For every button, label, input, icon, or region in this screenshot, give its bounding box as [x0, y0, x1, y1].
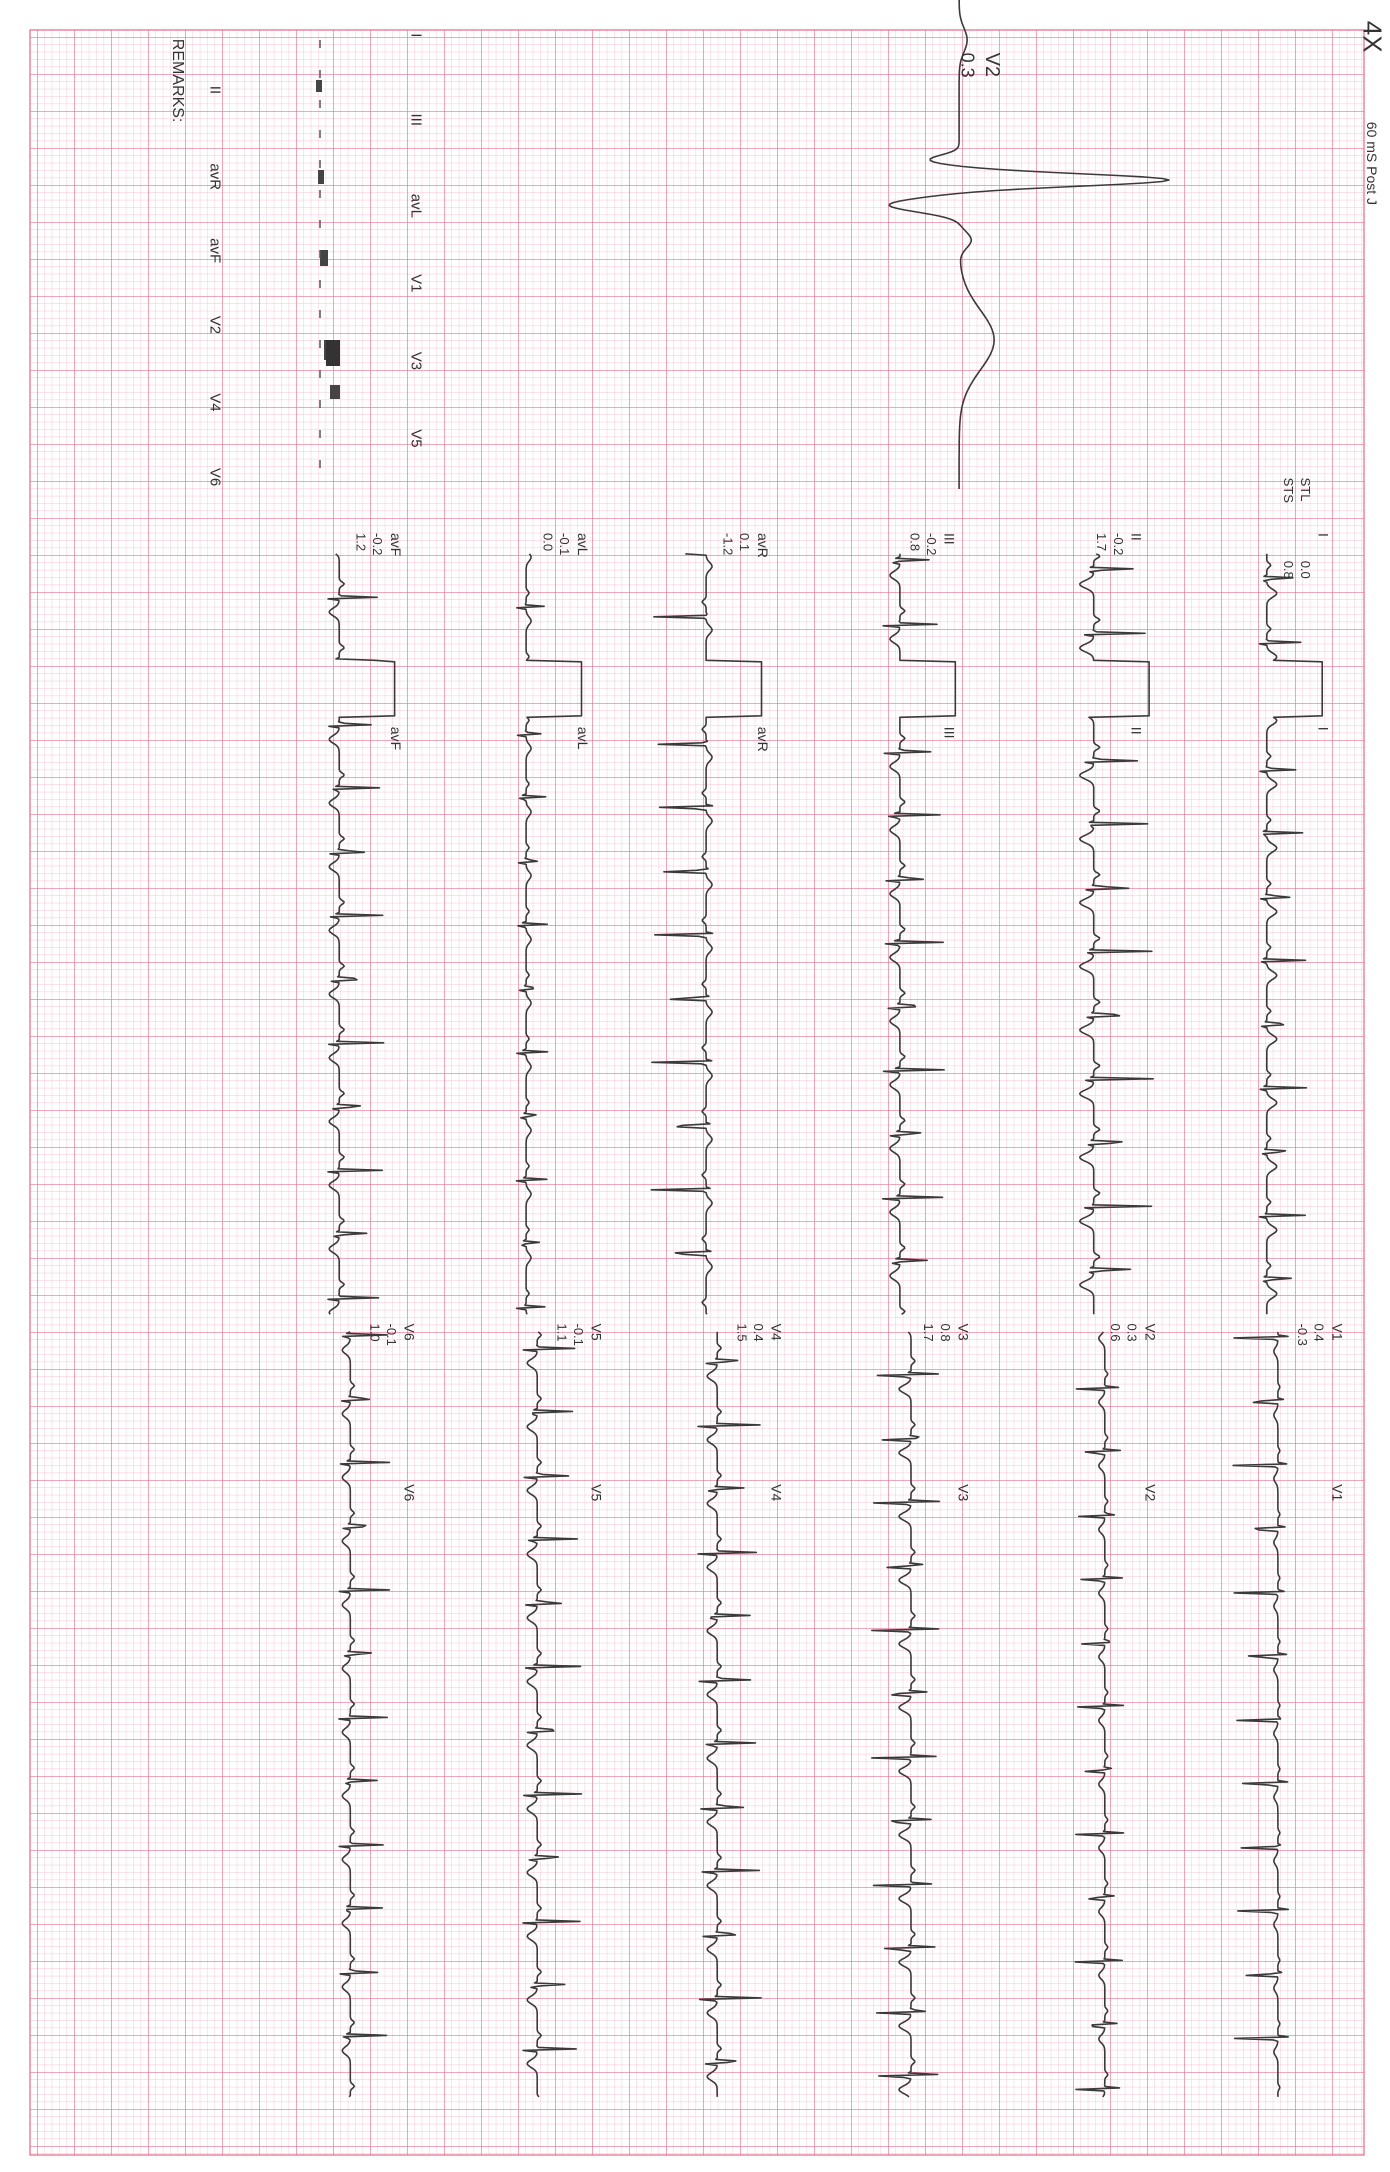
strip-label: V4	[769, 1484, 785, 1501]
lead-name: V3	[955, 1324, 971, 1341]
sts-value: 0.6	[1108, 1324, 1123, 1342]
stl-value: -0.1	[384, 1324, 399, 1346]
sts-value: 1.1	[554, 1324, 569, 1342]
magnification: 4X	[1358, 21, 1388, 53]
lead-name: I	[1315, 533, 1331, 537]
stl-value: 0.4	[751, 1324, 766, 1342]
ecg-trace	[515, 553, 583, 1315]
strip-label: avL	[575, 727, 591, 750]
lead-name: V4	[769, 1324, 785, 1341]
strip-label: V1	[1329, 1484, 1345, 1501]
ecg-trace	[888, 0, 1170, 489]
ecg-trace	[881, 553, 957, 1315]
grid	[29, 29, 1365, 2156]
lead-list-item: avL	[407, 194, 424, 218]
lead-list-item: II	[207, 86, 224, 94]
lead-name: III	[942, 533, 958, 545]
detail-lead: V2	[981, 53, 1003, 77]
ecg-trace	[1258, 553, 1323, 1315]
sts-label: STS	[1281, 478, 1296, 504]
strip-label: avR	[755, 727, 771, 752]
ecg-trace	[871, 1331, 941, 2098]
ecg-trace	[522, 1331, 583, 2098]
lead-list-item: III	[407, 114, 424, 127]
sts-value: 0.0	[540, 533, 555, 551]
stl-value: 0.0	[1298, 561, 1313, 579]
lead-list-item: I	[407, 33, 424, 37]
marker	[330, 385, 340, 399]
strip-label: V2	[1142, 1484, 1158, 1501]
stl-value: 0.3	[1125, 1324, 1140, 1342]
lead-list-item: V2	[207, 316, 224, 334]
ecg-trace	[1078, 553, 1154, 1315]
lead-list-item: V4	[207, 393, 224, 411]
lead-name: II	[1129, 533, 1145, 541]
lead-name: avR	[755, 533, 771, 558]
sts-value: 1.0	[367, 1324, 382, 1342]
detail-value: 0.3	[958, 53, 978, 78]
stl-value: -0.1	[571, 1324, 586, 1346]
stl-value: -0.2	[1111, 533, 1126, 555]
lead-name: V1	[1329, 1324, 1345, 1341]
sts-value: 0.8	[1281, 561, 1296, 579]
strip-label: II	[1129, 727, 1145, 735]
stl-value: -0.2	[370, 533, 385, 555]
stl-value: 0.1	[737, 533, 752, 551]
stl-value: 0.4	[1312, 1324, 1327, 1342]
sts-value: 1.7	[921, 1324, 936, 1342]
lead-name: avL	[575, 533, 591, 556]
marker	[326, 340, 340, 366]
strip-label: I	[1315, 727, 1331, 731]
lead-list-item: V5	[407, 429, 424, 447]
stl-value: -0.1	[557, 533, 572, 555]
strip-label: V3	[955, 1484, 971, 1501]
lead-list-item: V6	[207, 468, 224, 486]
sts-value: -0.3	[1295, 1324, 1310, 1346]
sts-value: 1.7	[1094, 533, 1109, 551]
measurement: 60 mS Post J	[1364, 122, 1380, 205]
ecg-trace	[650, 553, 763, 1315]
ecg-trace	[1074, 1331, 1125, 2098]
stl-label: STL	[1298, 478, 1313, 502]
ecg-trace	[338, 1331, 391, 2098]
lead-name: V2	[1142, 1324, 1158, 1341]
strip-label: avF	[388, 727, 404, 750]
marker	[316, 80, 322, 92]
sts-value: -1.2	[720, 533, 735, 555]
ecg-trace	[327, 553, 396, 1315]
lead-name: avF	[388, 533, 404, 556]
sts-value: 0.8	[907, 533, 922, 551]
strip-label: V6	[402, 1484, 418, 1501]
lead-name: V6	[402, 1324, 418, 1341]
marker	[320, 250, 328, 266]
marker	[318, 170, 324, 184]
strip-label: III	[942, 727, 958, 739]
lead-list-item: V3	[407, 352, 424, 370]
lead-list-item: V1	[407, 274, 424, 292]
strip-label: V5	[589, 1484, 605, 1501]
lead-list-item: avR	[207, 163, 224, 190]
sts-value: 1.2	[354, 533, 369, 551]
stl-value: -0.2	[924, 533, 939, 555]
sts-value: 1.5	[734, 1324, 749, 1342]
marker-bars	[316, 40, 340, 480]
ecg-trace	[1232, 1331, 1290, 2097]
lead-name: V5	[589, 1324, 605, 1341]
lead-list-item: avF	[207, 238, 224, 263]
remarks-label: REMARKS:	[169, 39, 186, 123]
ecg-trace	[697, 1331, 762, 2097]
stl-value: 0.8	[938, 1324, 953, 1342]
